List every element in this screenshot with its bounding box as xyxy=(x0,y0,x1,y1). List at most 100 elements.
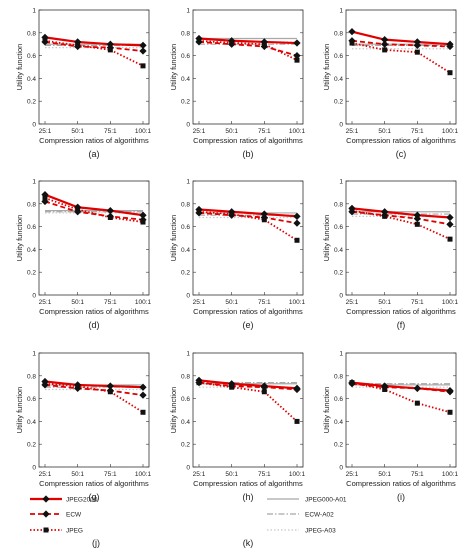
chart-panel-f: 0 0.2 0.4 0.6 0.8 1 25:1 50:1 75:1 100:1Compressi… xyxy=(322,179,459,331)
series-line-jpeg2000 xyxy=(351,30,451,46)
y-tick-label: 0.6 xyxy=(27,224,36,231)
y-tick-label: 0.2 xyxy=(181,442,190,449)
y-tick-label: 0 xyxy=(32,293,36,300)
x-tick-label: 25:1 xyxy=(39,471,52,478)
y-tick-label: 1 xyxy=(32,8,36,15)
point-jpeg xyxy=(414,221,420,227)
y-tick-label: 0.4 xyxy=(27,76,36,83)
y-tick-label: 1 xyxy=(339,8,343,15)
y-tick-label: 0.6 xyxy=(334,224,343,231)
y-tick-label: 0.2 xyxy=(181,99,190,106)
panel-label: (g) xyxy=(89,492,100,502)
chart-panel-d: 0 0.2 0.4 0.6 0.8 1 25:1 50:1 75:1 100:1Compressi… xyxy=(15,179,152,331)
x-tick-label: 75:1 xyxy=(258,128,271,135)
y-tick-label: 0.2 xyxy=(27,442,36,449)
x-tick-label: 25:1 xyxy=(39,128,52,135)
y-axis-label: Utility function xyxy=(15,44,24,91)
series-line-jpeg2000 xyxy=(198,208,298,218)
series-line-jpeg2000 xyxy=(44,193,144,217)
point-jpeg xyxy=(42,381,48,387)
x-tick-label: 75:1 xyxy=(104,471,117,478)
y-tick-label: 0.6 xyxy=(27,53,36,60)
legend-entry-jpeg2000: JPEG2000 xyxy=(30,495,98,504)
panel-label: (e) xyxy=(243,320,254,330)
x-tick-label: 75:1 xyxy=(411,471,424,478)
point-jpeg xyxy=(229,384,235,390)
x-tick-label: 50:1 xyxy=(71,299,84,306)
y-tick-label: 0.8 xyxy=(181,30,190,37)
point-jpeg xyxy=(107,47,113,53)
point-jpeg xyxy=(42,38,48,44)
x-tick-label: 75:1 xyxy=(411,128,424,135)
x-tick-label: 75:1 xyxy=(258,299,271,306)
x-tick-label: 25:1 xyxy=(193,299,206,306)
y-tick-label: 0.8 xyxy=(334,30,343,37)
x-tick-label: 50:1 xyxy=(378,471,391,478)
point-jpeg xyxy=(294,237,300,243)
x-axis-label: Compression ratios of algorithms xyxy=(193,479,303,488)
y-tick-label: 0.8 xyxy=(181,373,190,380)
point-jpeg xyxy=(42,195,48,201)
y-tick-label: 0.4 xyxy=(334,419,343,426)
series-line-jpeg xyxy=(198,39,298,61)
point-ecw xyxy=(139,47,147,55)
legend-marker xyxy=(43,527,49,533)
point-jpeg xyxy=(447,236,453,242)
legend-entry-jpeg: JPEG xyxy=(30,527,83,535)
x-tick-label: 50:1 xyxy=(225,471,238,478)
x-axis-label: Compression ratios of algorithms xyxy=(39,479,149,488)
x-axis-label: Compression ratios of algorithms xyxy=(346,307,456,316)
y-tick-label: 0.4 xyxy=(27,247,36,254)
legend-entry-jpeg000-a01: JPEG000-A01 xyxy=(267,497,347,504)
point-jpeg xyxy=(349,208,355,214)
x-tick-label: 25:1 xyxy=(346,299,359,306)
y-tick-label: 0 xyxy=(339,465,343,472)
y-axis-label: Utility function xyxy=(322,215,331,262)
axes-frame xyxy=(38,180,150,296)
y-tick-label: 0.8 xyxy=(27,30,36,37)
series-line-jpeg2000 xyxy=(198,37,298,45)
y-tick-label: 0.6 xyxy=(334,53,343,60)
point-jpeg xyxy=(140,63,146,69)
point-jpeg2000 xyxy=(348,28,356,36)
chart-panel-g: 0 0.2 0.4 0.6 0.8 1 25:1 50:1 75:1 100:1Compressi… xyxy=(15,351,152,503)
point-jpeg xyxy=(75,42,81,48)
x-tick-label: 50:1 xyxy=(71,128,84,135)
x-tick-label: 100:1 xyxy=(442,299,459,306)
x-axis-label: Compression ratios of algorithms xyxy=(193,136,303,145)
y-tick-label: 0.6 xyxy=(27,396,36,403)
x-tick-label: 25:1 xyxy=(39,299,52,306)
series-line-ecw xyxy=(198,381,298,391)
y-tick-label: 0.2 xyxy=(334,99,343,106)
point-jpeg xyxy=(382,47,388,53)
y-axis-label: Utility function xyxy=(169,44,178,91)
point-jpeg xyxy=(261,389,267,395)
y-tick-label: 1 xyxy=(186,8,190,15)
x-axis-label: Compression ratios of algorithms xyxy=(39,307,149,316)
y-tick-label: 1 xyxy=(339,179,343,186)
point-ecw xyxy=(446,220,454,228)
point-ecw xyxy=(293,219,301,227)
point-jpeg xyxy=(294,418,300,424)
x-tick-label: 100:1 xyxy=(135,471,152,478)
x-tick-label: 25:1 xyxy=(193,471,206,478)
point-ecw xyxy=(139,391,147,399)
panel-label: (h) xyxy=(243,492,254,502)
y-tick-label: 0 xyxy=(186,465,190,472)
y-tick-label: 0 xyxy=(32,122,36,129)
legend: JPEG2000 ECW JPEG JPEG000-A01 ECW-A02 JPEG-A0… xyxy=(30,495,347,548)
point-jpeg xyxy=(447,409,453,415)
series-line-jpeg2000 xyxy=(44,380,144,389)
y-tick-label: 0.4 xyxy=(181,419,190,426)
y-tick-label: 0.4 xyxy=(334,247,343,254)
y-tick-label: 0.6 xyxy=(181,53,190,60)
series-line-ecw xyxy=(351,382,451,393)
y-axis-label: Utility function xyxy=(169,387,178,434)
legend-label: ECW-A02 xyxy=(305,512,334,519)
series-line-ecw xyxy=(198,41,298,57)
point-ecw xyxy=(413,384,421,392)
y-tick-label: 0.2 xyxy=(27,99,36,106)
y-tick-label: 0.2 xyxy=(27,270,36,277)
x-tick-label: 50:1 xyxy=(225,128,238,135)
y-tick-label: 0.2 xyxy=(334,270,343,277)
